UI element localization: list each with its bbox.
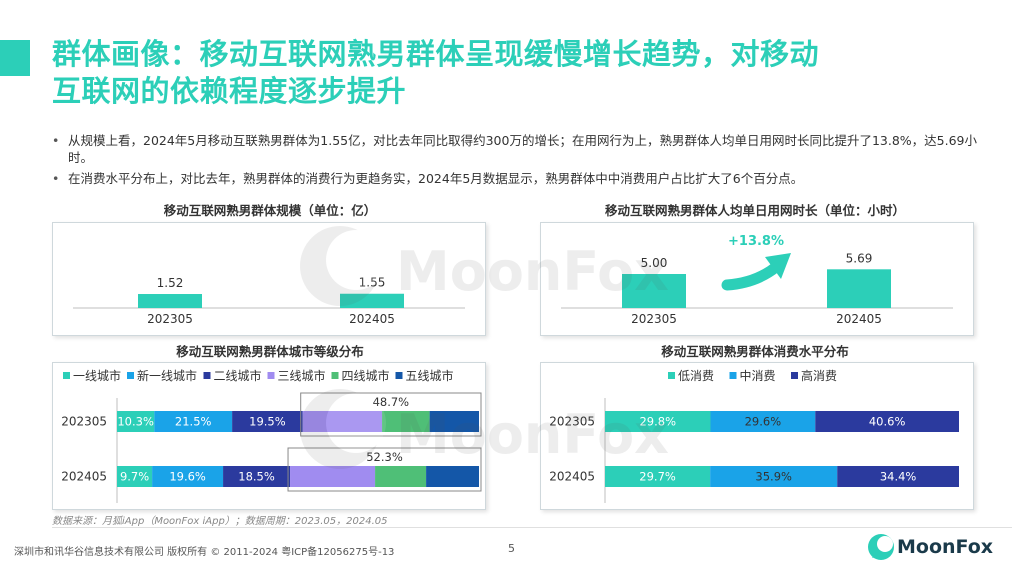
city-legend-swatch-3 xyxy=(267,372,275,379)
city-segment-202305-4 xyxy=(382,411,430,432)
city-data-label-202305-1: 21.5% xyxy=(175,415,212,429)
scale-bar-202405 xyxy=(340,293,404,308)
summary-bullets: 从规模上看，2024年5月移动互联熟男群体为1.55亿，对比去年同比取得约300… xyxy=(52,132,982,191)
consumption-legend-label-0: 低消费 xyxy=(678,369,714,383)
city-legend-label-4: 四线城市 xyxy=(342,368,390,383)
panel-duration: 5.00 202305 5.69 202405 +13.8% xyxy=(540,222,974,336)
consumption-legend-label-1: 中消费 xyxy=(740,368,776,383)
scale-category-label-202405: 202405 xyxy=(349,312,395,326)
panel-consumption: 低消费 中消费 高消费 202305 29.8% 29.6% 40.6% 202405 29.7… xyxy=(540,362,974,510)
consumption-segment-202305-2 xyxy=(815,411,959,432)
chart-title-consumption: 移动互联网熟男群体消费水平分布 xyxy=(661,344,849,359)
scale-value-label-202405: 1.55 xyxy=(359,276,386,290)
consumption-category-label-202405: 202405 xyxy=(549,470,595,484)
panel-city: 一线城市 新一线城市 二线城市 三线城市 四线城市 五线城市 202305 10.3% 21.5… xyxy=(52,362,486,510)
consumption-data-label-202405-2: 34.4% xyxy=(880,470,917,484)
moonfox-logo-text: MoonFox xyxy=(897,536,994,558)
city-legend-swatch-1 xyxy=(127,372,134,379)
city-data-label-202405-1: 19.6% xyxy=(169,470,206,484)
consumption-data-label-202405-0: 29.7% xyxy=(639,470,676,484)
chart-consumption: 低消费 中消费 高消费 202305 29.8% 29.6% 40.6% 202405 29.7… xyxy=(549,368,959,503)
page-title: 群体画像：移动互联网熟男群体呈现缓慢增长趋势，对移动 互联网的依赖程度逐步提升 xyxy=(52,36,992,110)
chart-title-scale: 移动互联网熟男群体规模（单位：亿） xyxy=(163,203,377,218)
city-segment-202405-0 xyxy=(117,466,153,487)
city-group-label-202305: 48.7% xyxy=(373,395,410,409)
consumption-data-label-202405-1: 35.9% xyxy=(755,470,792,484)
city-legend-swatch-5 xyxy=(395,372,403,379)
data-source: 数据来源：月狐iApp（MoonFox iApp）；数据周期：2023.05，2… xyxy=(52,516,388,527)
duration-category-label-202305: 202305 xyxy=(631,312,677,326)
city-data-label-202405-2: 18.5% xyxy=(238,470,275,484)
copyright-footer: 深圳市和讯华谷信息技术有限公司 版权所有 © 2011-2024 粤ICP备12… xyxy=(14,547,395,558)
city-category-label-202405: 202405 xyxy=(61,470,107,484)
duration-bar-202405 xyxy=(827,269,891,308)
chart-title-duration: 移动互联网熟男群体人均单日用网时长（单位：小时） xyxy=(604,203,905,218)
city-group-box-202405 xyxy=(287,447,482,492)
title-accent-bar xyxy=(0,40,30,76)
city-segment-202305-1 xyxy=(154,411,233,432)
consumption-segment-202405-1 xyxy=(710,466,838,487)
duration-bar-202305 xyxy=(622,274,686,308)
consumption-segment-202405-2 xyxy=(837,466,959,487)
duration-value-label-202305: 5.00 xyxy=(641,256,668,270)
city-segment-202405-2 xyxy=(223,466,291,487)
consumption-legend-swatch-1 xyxy=(729,372,737,379)
city-segment-202405-4 xyxy=(375,466,427,487)
city-legend-label-0: 一线城市 xyxy=(73,368,121,383)
city-legend-label-1: 新一线城市 xyxy=(137,368,197,383)
city-legend-swatch-0 xyxy=(63,372,70,379)
city-segment-202405-3 xyxy=(290,466,376,487)
city-segment-202305-3 xyxy=(302,411,383,432)
chart-title-city: 移动互联网熟男群体城市等级分布 xyxy=(176,344,364,359)
growth-arrow-shaft xyxy=(721,261,782,291)
bullet-2: 在消费水平分布上，对比去年，熟男群体的消费行为更趋务实，2024年5月数据显示，… xyxy=(52,170,982,187)
scale-bar-202305 xyxy=(138,294,202,308)
city-segment-202305-0 xyxy=(117,411,155,432)
city-segment-202405-1 xyxy=(152,466,224,487)
chart-duration: 5.00 202305 5.69 202405 +13.8% xyxy=(561,234,953,326)
chart-scale: 1.52 202305 1.55 202405 xyxy=(73,276,465,326)
city-segment-202305-5 xyxy=(429,411,479,432)
consumption-category-label-202305: 202305 xyxy=(549,415,595,429)
consumption-segment-202305-1 xyxy=(710,411,816,432)
consumption-data-label-202305-1: 29.6% xyxy=(745,415,782,429)
consumption-segment-202305-0 xyxy=(605,411,711,432)
city-legend-label-2: 二线城市 xyxy=(214,368,262,383)
city-legend-swatch-2 xyxy=(203,372,211,379)
page-title-line-2: 互联网的依赖程度逐步提升 xyxy=(52,74,407,108)
city-category-label-202305: 202305 xyxy=(61,415,107,429)
consumption-data-label-202305-2: 40.6% xyxy=(869,415,906,429)
consumption-legend-swatch-2 xyxy=(791,372,798,379)
page-number: 5 xyxy=(508,542,515,555)
consumption-segment-202405-0 xyxy=(605,466,711,487)
city-segment-202305-2 xyxy=(232,411,303,432)
duration-value-label-202405: 5.69 xyxy=(846,251,873,265)
consumption-data-label-202305-0: 29.8% xyxy=(639,415,676,429)
moonfox-logo-icon xyxy=(868,534,894,560)
city-legend-label-5: 五线城市 xyxy=(406,368,454,383)
scale-category-label-202305: 202305 xyxy=(147,312,193,326)
footer-divider xyxy=(52,527,1012,528)
city-data-label-202405-0: 9.7% xyxy=(120,470,149,484)
city-group-box-202305 xyxy=(300,392,482,437)
scale-value-label-202305: 1.52 xyxy=(157,276,184,290)
page-title-line-1: 群体画像：移动互联网熟男群体呈现缓慢增长趋势，对移动 xyxy=(52,37,820,71)
city-legend-swatch-4 xyxy=(331,372,339,379)
consumption-legend-label-2: 高消费 xyxy=(801,368,837,383)
city-segment-202405-5 xyxy=(426,466,479,487)
city-group-label-202405: 52.3% xyxy=(366,450,403,464)
city-data-label-202305-2: 19.5% xyxy=(249,415,286,429)
chart-city: 一线城市 新一线城市 二线城市 三线城市 四线城市 五线城市 202305 10.3% 21.5… xyxy=(61,368,482,503)
duration-category-label-202405: 202405 xyxy=(836,312,882,326)
growth-annotation-label: +13.8% xyxy=(728,234,784,249)
panel-scale: 1.52 202305 1.55 202405 xyxy=(52,222,486,336)
city-data-label-202305-0: 10.3% xyxy=(117,415,154,429)
consumption-legend-swatch-0 xyxy=(668,372,675,379)
growth-arrow-head xyxy=(765,253,791,279)
city-legend-label-3: 三线城市 xyxy=(278,368,326,383)
bullet-1: 从规模上看，2024年5月移动互联熟男群体为1.55亿，对比去年同比取得约300… xyxy=(52,132,982,166)
